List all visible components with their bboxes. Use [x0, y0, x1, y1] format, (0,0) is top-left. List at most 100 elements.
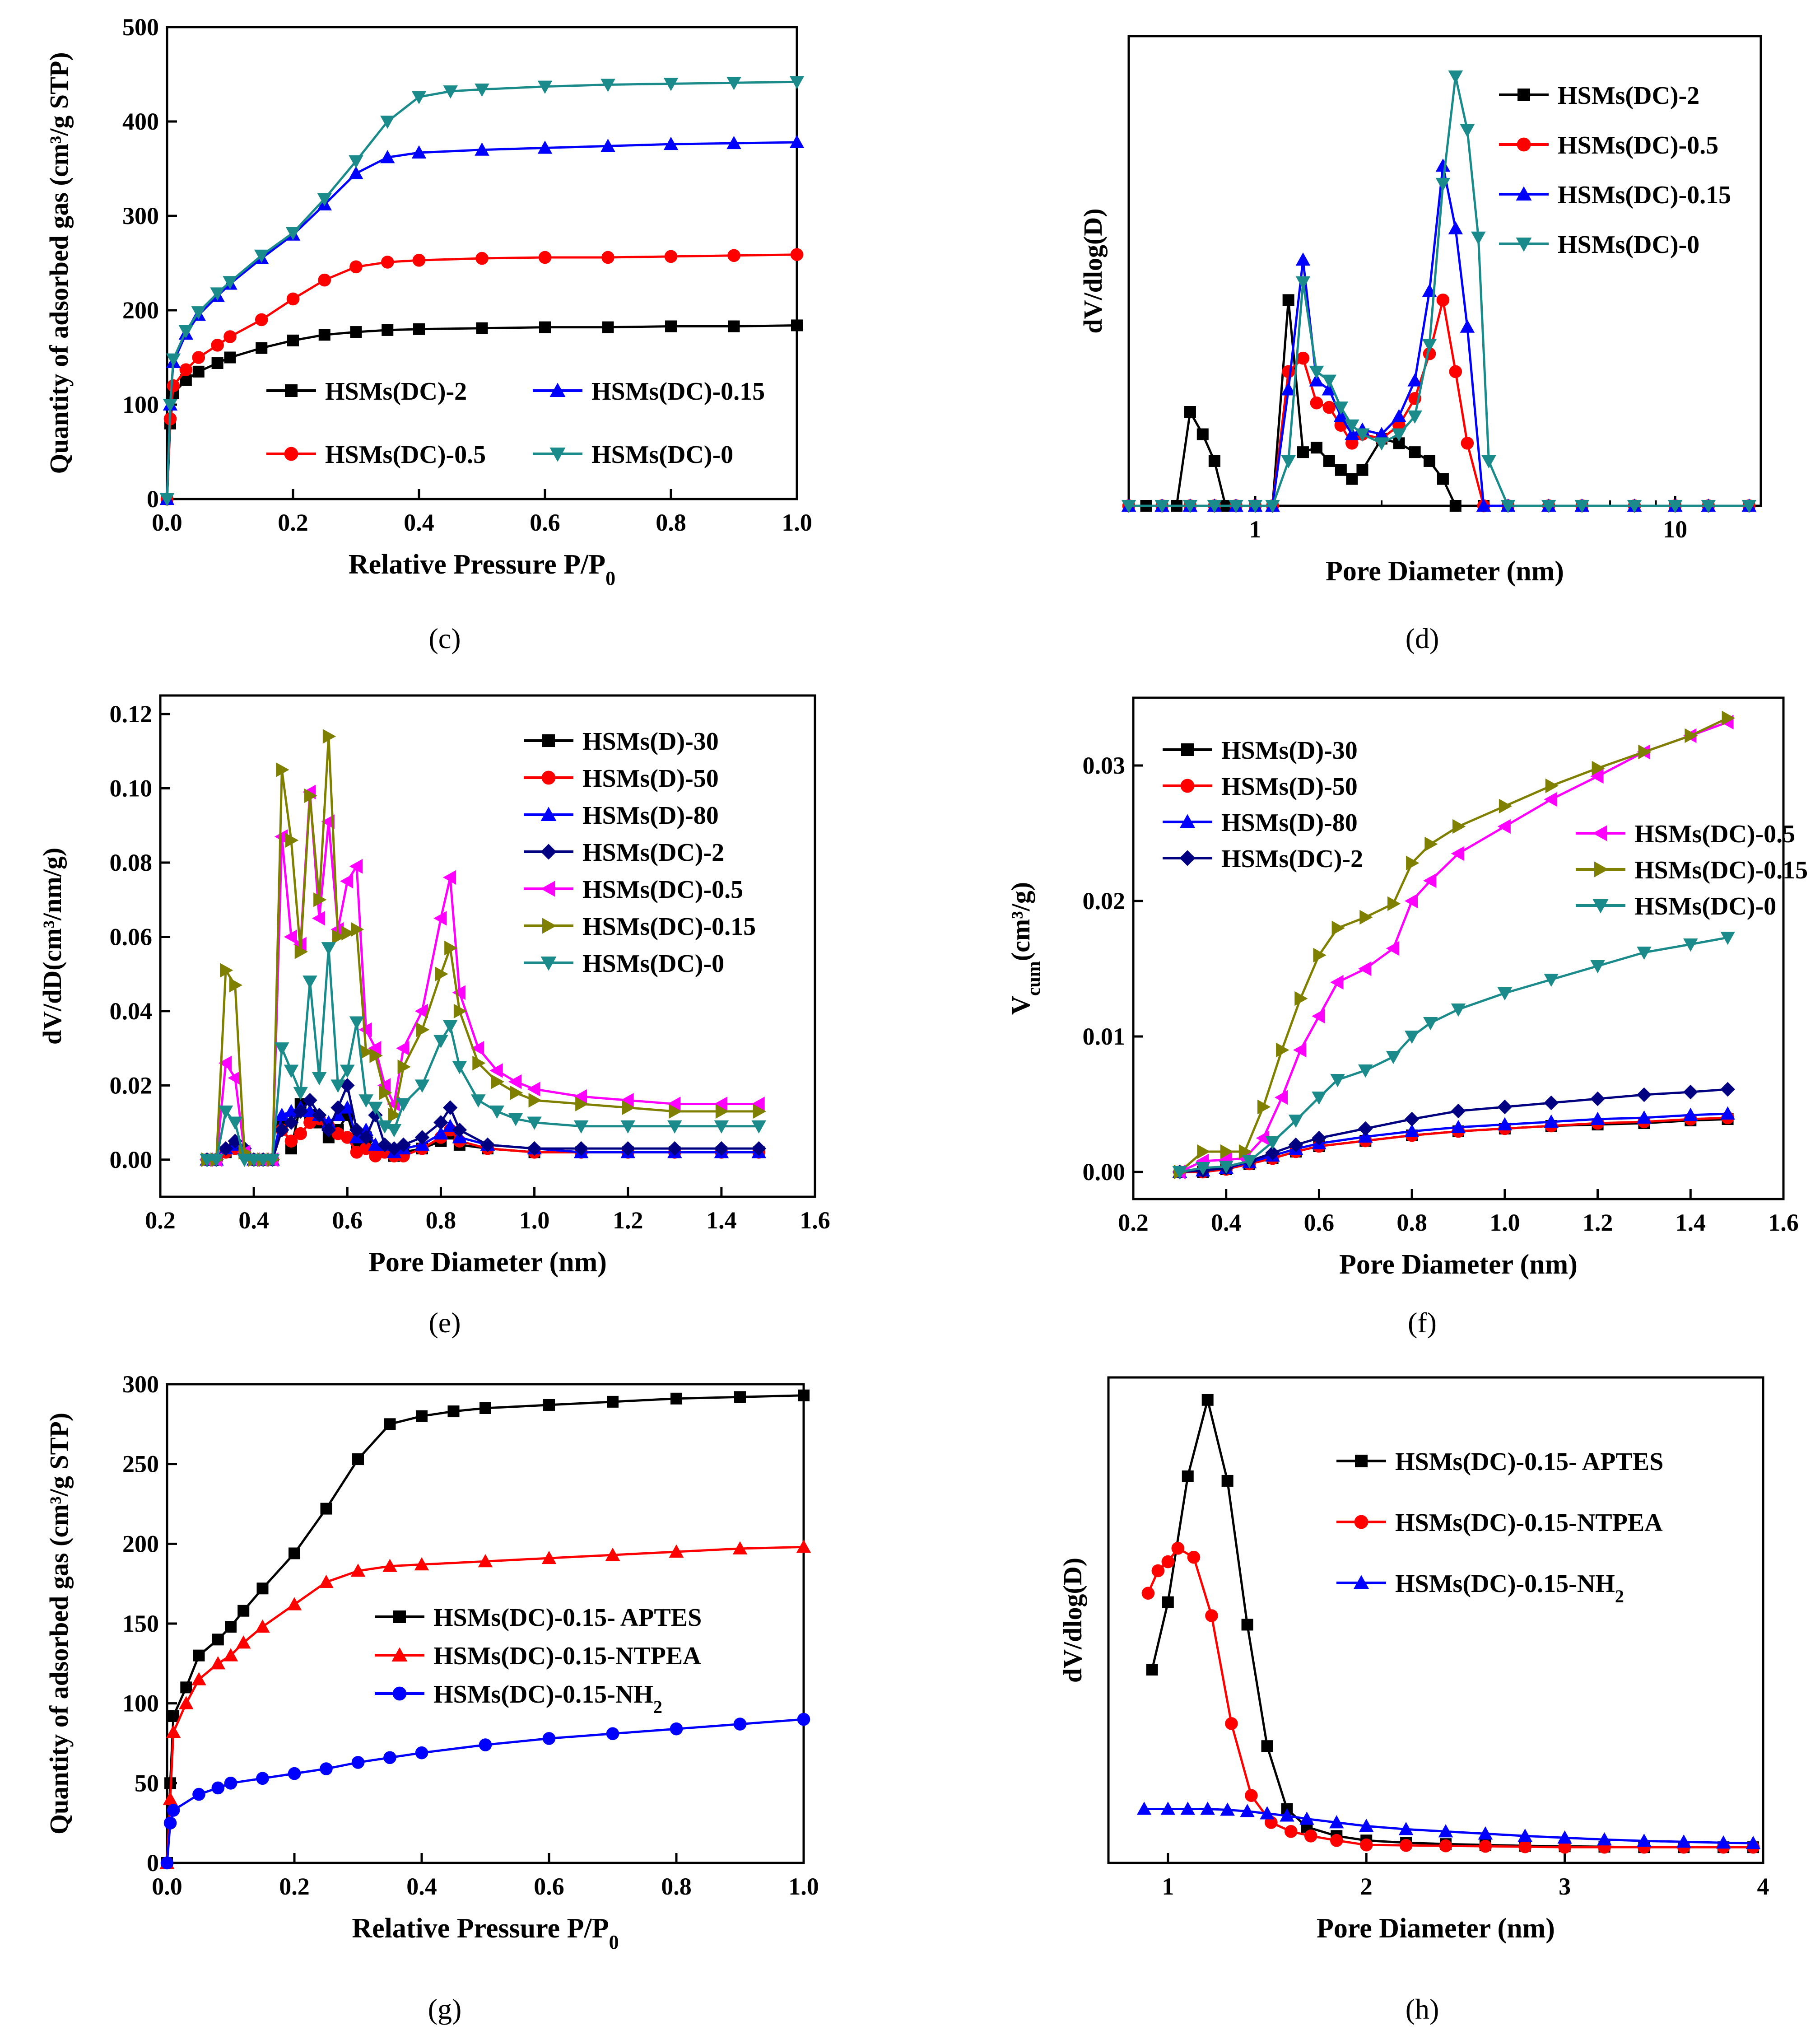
data-point — [1245, 1789, 1258, 1802]
data-point — [236, 1635, 251, 1649]
data-point — [191, 1672, 206, 1685]
x-axis-label: Relative Pressure P/P0 — [352, 1913, 619, 1953]
data-point — [358, 1094, 373, 1108]
legend-label: HSMs(DC)-0 — [591, 441, 733, 469]
data-point — [452, 1061, 467, 1074]
legend-entry: HSMs(DC)-0.5 — [1499, 131, 1718, 159]
legend-marker — [542, 918, 557, 934]
data-point — [1720, 1082, 1735, 1097]
data-point — [475, 83, 489, 97]
data-point — [1359, 1838, 1373, 1852]
legend-marker — [1517, 89, 1530, 101]
data-point — [191, 306, 206, 320]
legend-label: HSMs(DC)-0.15 — [582, 913, 756, 941]
data-point — [1558, 1840, 1571, 1854]
data-point — [1637, 1110, 1652, 1124]
data-point — [352, 1453, 364, 1466]
data-point — [664, 250, 678, 263]
data-point — [384, 1418, 396, 1430]
data-point — [669, 1544, 684, 1558]
x-tick-label: 3 — [1559, 1873, 1571, 1900]
data-point — [1331, 920, 1345, 936]
data-point — [330, 1079, 345, 1093]
caption-e: (e) — [428, 1307, 461, 1339]
data-point — [321, 942, 336, 956]
data-point — [665, 320, 677, 332]
data-point — [275, 1107, 289, 1121]
data-point — [1407, 373, 1422, 387]
data-point — [369, 1048, 383, 1063]
data-point — [663, 78, 679, 91]
y-tick-label: 200 — [122, 1530, 159, 1557]
data-point — [312, 1107, 327, 1123]
data-point — [330, 1100, 345, 1115]
x-tick-label: 1.4 — [706, 1207, 737, 1234]
data-point — [606, 1727, 619, 1741]
data-point — [319, 1574, 334, 1588]
data-point — [1294, 991, 1308, 1006]
legend-entry: HSMs(DC)-0.5 — [524, 876, 743, 904]
series-HSMs(DC)-0 — [200, 942, 766, 1167]
x-tick-label: 0.8 — [661, 1873, 692, 1900]
legend-entry: HSMs(DC)-0.15-NH2 — [1336, 1570, 1624, 1606]
data-point — [489, 1105, 504, 1119]
legend-label: HSMs(DC)-0 — [1634, 892, 1776, 920]
data-point — [452, 985, 465, 1000]
data-point — [1392, 409, 1406, 422]
data-point — [1221, 1475, 1234, 1487]
data-point — [789, 135, 805, 148]
data-point — [727, 249, 740, 262]
data-point — [341, 925, 355, 941]
legend-label: HSMs(D)-30 — [1221, 737, 1358, 765]
x-tick-label: 1.4 — [1676, 1209, 1706, 1236]
legend-marker — [1516, 186, 1532, 201]
legend-entry: HSMs(DC)-0.15-NTPEA — [375, 1642, 701, 1670]
legend-marker — [1517, 137, 1531, 152]
data-point — [349, 859, 363, 874]
x-tick-label: 1.0 — [788, 1873, 819, 1900]
data-point — [218, 1055, 232, 1071]
data-point — [732, 1541, 748, 1554]
data-point — [228, 1116, 242, 1130]
data-point — [1499, 798, 1513, 814]
data-point — [303, 975, 317, 989]
data-point — [284, 1064, 299, 1078]
x-tick-label: 0.8 — [1396, 1209, 1427, 1236]
data-point — [733, 1718, 747, 1731]
x-tick-label: 0.6 — [332, 1207, 363, 1234]
data-point — [193, 1649, 205, 1662]
data-point — [734, 1391, 746, 1403]
legend-marker — [541, 770, 556, 785]
data-point — [796, 1540, 811, 1553]
data-point — [1398, 1822, 1414, 1835]
data-point — [1220, 1802, 1235, 1816]
data-point — [1404, 1031, 1420, 1044]
data-point — [1422, 339, 1437, 352]
data-point — [178, 325, 194, 339]
legend-label: HSMs(DC)-2 — [1221, 845, 1363, 873]
y-tick-label: 100 — [122, 391, 159, 418]
data-point — [622, 1100, 635, 1115]
data-point — [320, 1762, 333, 1775]
legend-label: HSMs(DC)-0.15 — [591, 378, 765, 406]
data-point — [790, 248, 804, 261]
data-point — [1716, 1835, 1731, 1849]
data-point — [349, 260, 363, 274]
data-point — [322, 729, 336, 744]
y-axis-label: dV/dlog(D) — [1058, 1558, 1087, 1683]
data-point — [411, 91, 427, 104]
data-point — [288, 1767, 301, 1780]
data-point — [275, 1122, 289, 1138]
data-point — [294, 1127, 307, 1140]
x-tick-label: 1.2 — [613, 1207, 643, 1234]
legend-entry: HSMs(D)-80 — [524, 802, 719, 830]
data-point — [1257, 1099, 1271, 1115]
data-point — [317, 193, 332, 206]
data-point — [527, 1141, 542, 1156]
data-point — [379, 1085, 392, 1101]
data-point — [210, 287, 225, 301]
data-point — [669, 1104, 682, 1119]
data-point — [1297, 446, 1309, 458]
data-point — [1451, 846, 1464, 861]
data-point — [798, 1389, 810, 1401]
